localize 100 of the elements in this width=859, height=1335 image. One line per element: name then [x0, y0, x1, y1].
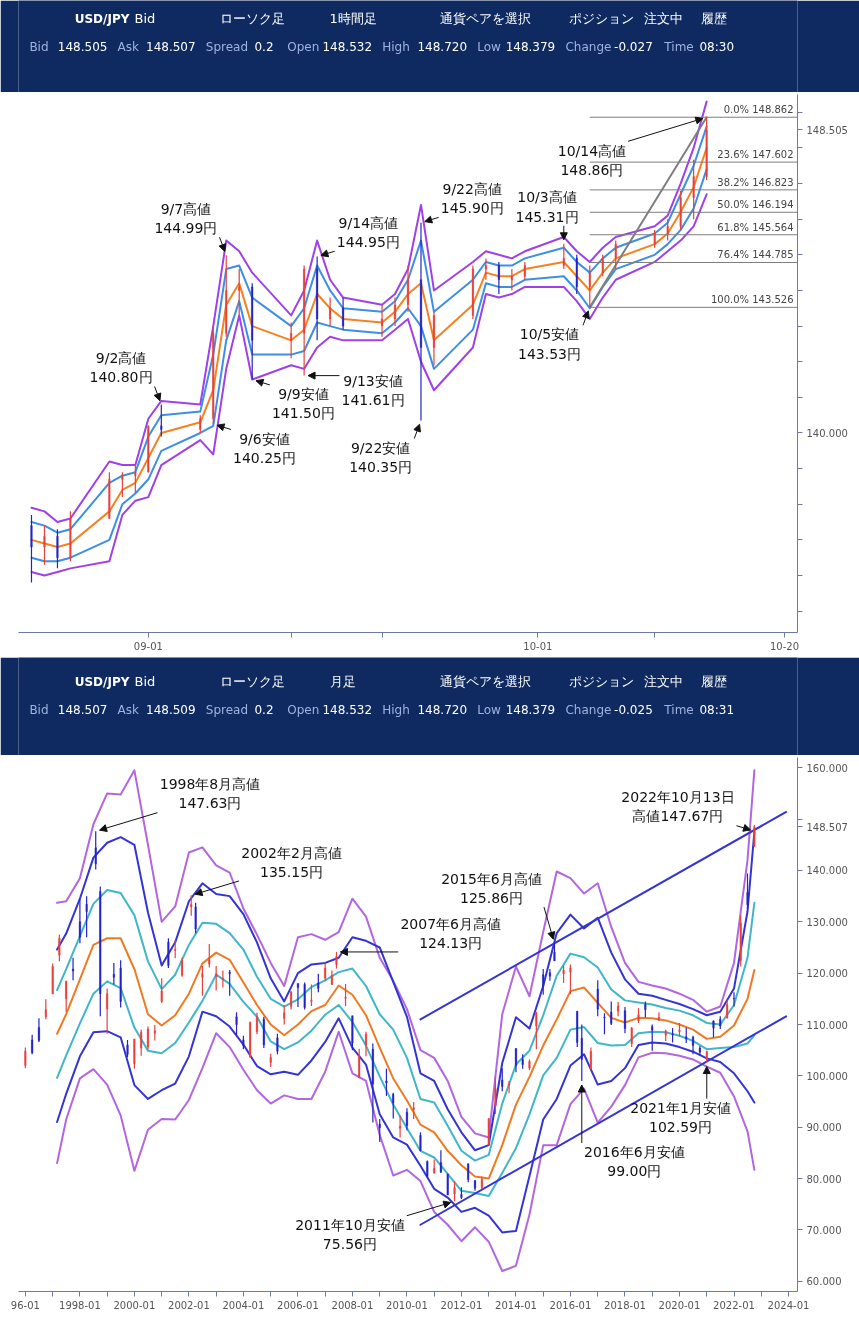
text: 注文中 — [644, 674, 684, 689]
text: ローソク足 — [219, 11, 285, 26]
candlestick — [201, 965, 204, 997]
candlestick — [31, 1034, 34, 1055]
candlestick — [657, 1011, 660, 1021]
candlestick — [392, 1092, 395, 1120]
text: Bid — [134, 11, 156, 26]
ref-line-label: 23.6% 147.602 — [717, 149, 794, 161]
candlestick — [651, 1023, 654, 1052]
text: Bid — [29, 702, 49, 717]
text: 月足 — [329, 674, 356, 689]
annotation: 9/9安値 141.50円 — [271, 386, 335, 422]
annotation: 2007年6月高値 124.13円 — [400, 915, 501, 951]
x-tick-label: 09-01 — [133, 640, 163, 652]
candlestick — [194, 902, 197, 935]
candlestick — [420, 222, 422, 422]
text: 通貨ペアを選択 — [440, 674, 532, 689]
candlestick — [562, 243, 565, 270]
candlestick — [238, 268, 241, 316]
candlestick — [394, 296, 396, 327]
annotation: 2002年2月高値 135.15円 — [241, 844, 342, 880]
y-tick-label: 148.505 — [806, 124, 848, 136]
annotation: 10/14高値 148.86円 — [557, 142, 627, 178]
candlestick — [181, 957, 184, 978]
x-tick-label: 10-01 — [523, 640, 553, 652]
candlestick — [614, 239, 617, 270]
y-tick-label: 120.000 — [806, 968, 848, 980]
candlestick — [106, 987, 109, 1035]
text: Bid — [29, 39, 49, 54]
y-tick-label: 80.000 — [806, 1173, 842, 1185]
candlestick — [630, 1026, 633, 1048]
y-tick-label: 90.000 — [806, 1122, 842, 1134]
x-tick-label: 2020-01 — [658, 1299, 701, 1311]
candlestick — [134, 464, 137, 495]
candlestick — [484, 257, 487, 281]
candlestick — [510, 268, 513, 292]
x-tick-label: 2010-01 — [386, 1299, 428, 1311]
candlestick — [167, 937, 170, 969]
text: 148.507 Ask 148.509 Spread 0.2 Open 148.532 High 148.720 Low 148.379 Change -0.025 Time 08:31 — [57, 702, 735, 717]
ref-line-label: 76.4% 144.785 — [717, 249, 794, 261]
candlestick — [385, 1068, 388, 1097]
candlestick — [603, 1012, 606, 1035]
candlestick — [589, 1047, 592, 1071]
candlestick — [290, 990, 293, 1011]
candlestick — [432, 311, 435, 366]
candlestick — [542, 968, 545, 996]
annotation: 2022年10月13日高値147.67円 — [621, 789, 735, 825]
y-tick-label: 70.000 — [806, 1224, 842, 1236]
candlestick — [753, 824, 756, 848]
annotation: 10/5安値 143.53円 — [517, 326, 581, 362]
annotation: 2021年1月安値 102.59円 — [630, 1099, 731, 1135]
candlestick — [255, 1012, 258, 1035]
annotation: 9/14高値 144.95円 — [336, 214, 400, 251]
candlestick — [58, 934, 61, 962]
candlestick — [364, 1031, 367, 1057]
candlestick — [610, 1000, 613, 1026]
y-tick-label: 130.000 — [806, 916, 848, 928]
candlestick — [358, 1048, 361, 1079]
ref-line-label: 50.0% 146.194 — [717, 199, 794, 211]
candlestick — [666, 218, 669, 242]
candlestick — [453, 1180, 456, 1202]
annotation: 10/3高値 145.31円 — [515, 189, 579, 225]
candlestick — [190, 894, 193, 917]
candlestick — [712, 1019, 715, 1038]
annotation: 2016年6月安値 99.00円 — [584, 1144, 685, 1180]
candlestick — [405, 1107, 408, 1131]
text: Bid — [134, 674, 156, 689]
x-tick-label: 2004-01 — [222, 1299, 265, 1311]
candlestick — [419, 1131, 422, 1152]
candlestick — [221, 969, 224, 989]
x-tick-label: 2014-01 — [495, 1299, 537, 1311]
candlestick — [37, 1017, 40, 1043]
annotation: 9/6安値 140.25円 — [232, 430, 296, 466]
y-tick-label: 140.000 — [806, 427, 848, 439]
x-tick-label: 2022-01 — [713, 1299, 755, 1311]
candlestick — [208, 943, 211, 969]
annotation: 2015年6月高値 125.86円 — [441, 870, 542, 906]
x-tick-label: 2002-01 — [168, 1299, 210, 1311]
candlestick — [381, 304, 384, 338]
candlestick — [692, 1035, 695, 1055]
candlestick — [514, 1047, 517, 1073]
candlestick — [276, 1033, 279, 1055]
candlestick — [146, 1025, 149, 1051]
candlestick — [508, 1080, 511, 1094]
text: 148.505 Ask 148.507 Spread 0.2 Open 148.532 High 148.720 Low 148.379 Change -0.027 Time 08:30 — [57, 39, 735, 54]
annotation: 9/22安値 140.35円 — [349, 439, 413, 475]
line-series — [56, 888, 756, 1162]
candlestick — [474, 1179, 476, 1192]
annotation: 9/22高値 145.90円 — [440, 180, 504, 217]
candlestick — [569, 963, 572, 995]
candlestick — [310, 983, 313, 1007]
candlestick — [553, 942, 556, 962]
text: 1時間足 — [329, 11, 377, 26]
candlestick — [446, 1172, 449, 1196]
candlestick — [283, 1004, 286, 1026]
x-tick-label: 2006-01 — [277, 1299, 319, 1311]
x-tick-label: 2024-01 — [767, 1299, 810, 1311]
y-tick-label: 110.000 — [806, 1019, 848, 1031]
ref-line-label: 0.0% 148.862 — [723, 104, 794, 116]
candlestick — [678, 1022, 681, 1037]
